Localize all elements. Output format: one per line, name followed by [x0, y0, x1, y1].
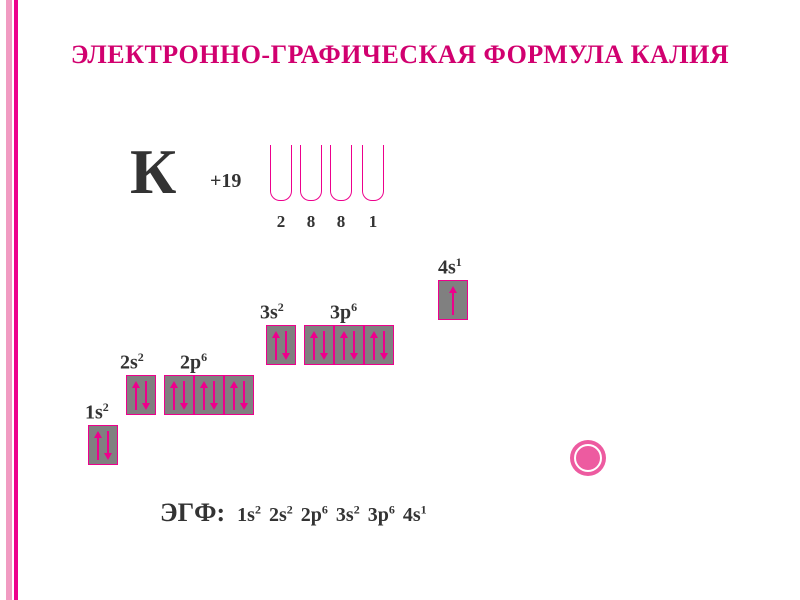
- element-symbol: К: [130, 140, 176, 204]
- shell-arc: [330, 145, 352, 201]
- up-arrow-icon: [449, 286, 457, 315]
- down-arrow-icon: [240, 381, 248, 410]
- up-arrow-icon: [230, 381, 238, 410]
- orbital-cell: [438, 280, 468, 320]
- up-arrow-icon: [340, 331, 348, 360]
- egf-prefix: ЭГФ:: [160, 498, 225, 527]
- up-arrow-icon: [370, 331, 378, 360]
- egf-term: 4s1: [403, 504, 427, 526]
- orbital-label: 2s2: [120, 350, 144, 375]
- egf-formula: ЭГФ: 1s2 2s2 2p6 3s2 3p6 4s1: [160, 498, 427, 528]
- egf-term: 2p6: [301, 504, 328, 526]
- orbital-label: 2p6: [180, 350, 207, 375]
- orbital-cell: [88, 425, 118, 465]
- egf-term: 1s2: [237, 504, 261, 526]
- element-charge: +19: [210, 170, 241, 193]
- orbital-cell: [194, 375, 224, 415]
- orbital-cell: [266, 325, 296, 365]
- down-arrow-icon: [380, 331, 388, 360]
- orbital-cell: [126, 375, 156, 415]
- orbital-cell: [334, 325, 364, 365]
- down-arrow-icon: [180, 381, 188, 410]
- down-arrow-icon: [350, 331, 358, 360]
- orbital-label: 4s1: [438, 255, 462, 280]
- orbital-cell: [224, 375, 254, 415]
- up-arrow-icon: [132, 381, 140, 410]
- shell-count: 2: [270, 212, 292, 232]
- up-arrow-icon: [272, 331, 280, 360]
- orbital-cell: [304, 325, 334, 365]
- egf-term: 3p6: [368, 504, 395, 526]
- up-arrow-icon: [200, 381, 208, 410]
- shell-count: 8: [300, 212, 322, 232]
- down-arrow-icon: [142, 381, 150, 410]
- down-arrow-icon: [320, 331, 328, 360]
- up-arrow-icon: [310, 331, 318, 360]
- shell-arc: [300, 145, 322, 201]
- down-arrow-icon: [210, 381, 218, 410]
- shell-count: 8: [330, 212, 352, 232]
- orbital-cell: [364, 325, 394, 365]
- shell-arc: [362, 145, 384, 201]
- page-title: ЭЛЕКТРОННО-ГРАФИЧЕСКАЯ ФОРМУЛА КАЛИЯ: [0, 40, 800, 70]
- up-arrow-icon: [170, 381, 178, 410]
- egf-term: 2s2: [269, 504, 293, 526]
- egf-term: 3s2: [336, 504, 360, 526]
- orbital-label: 1s2: [85, 400, 109, 425]
- down-arrow-icon: [104, 431, 112, 460]
- orbital-cell: [164, 375, 194, 415]
- left-accent-bar: [0, 0, 24, 600]
- shell-arc: [270, 145, 292, 201]
- shell-count: 1: [362, 212, 384, 232]
- decorative-dot: [570, 440, 606, 476]
- orbital-label: 3p6: [330, 300, 357, 325]
- up-arrow-icon: [94, 431, 102, 460]
- orbital-label: 3s2: [260, 300, 284, 325]
- down-arrow-icon: [282, 331, 290, 360]
